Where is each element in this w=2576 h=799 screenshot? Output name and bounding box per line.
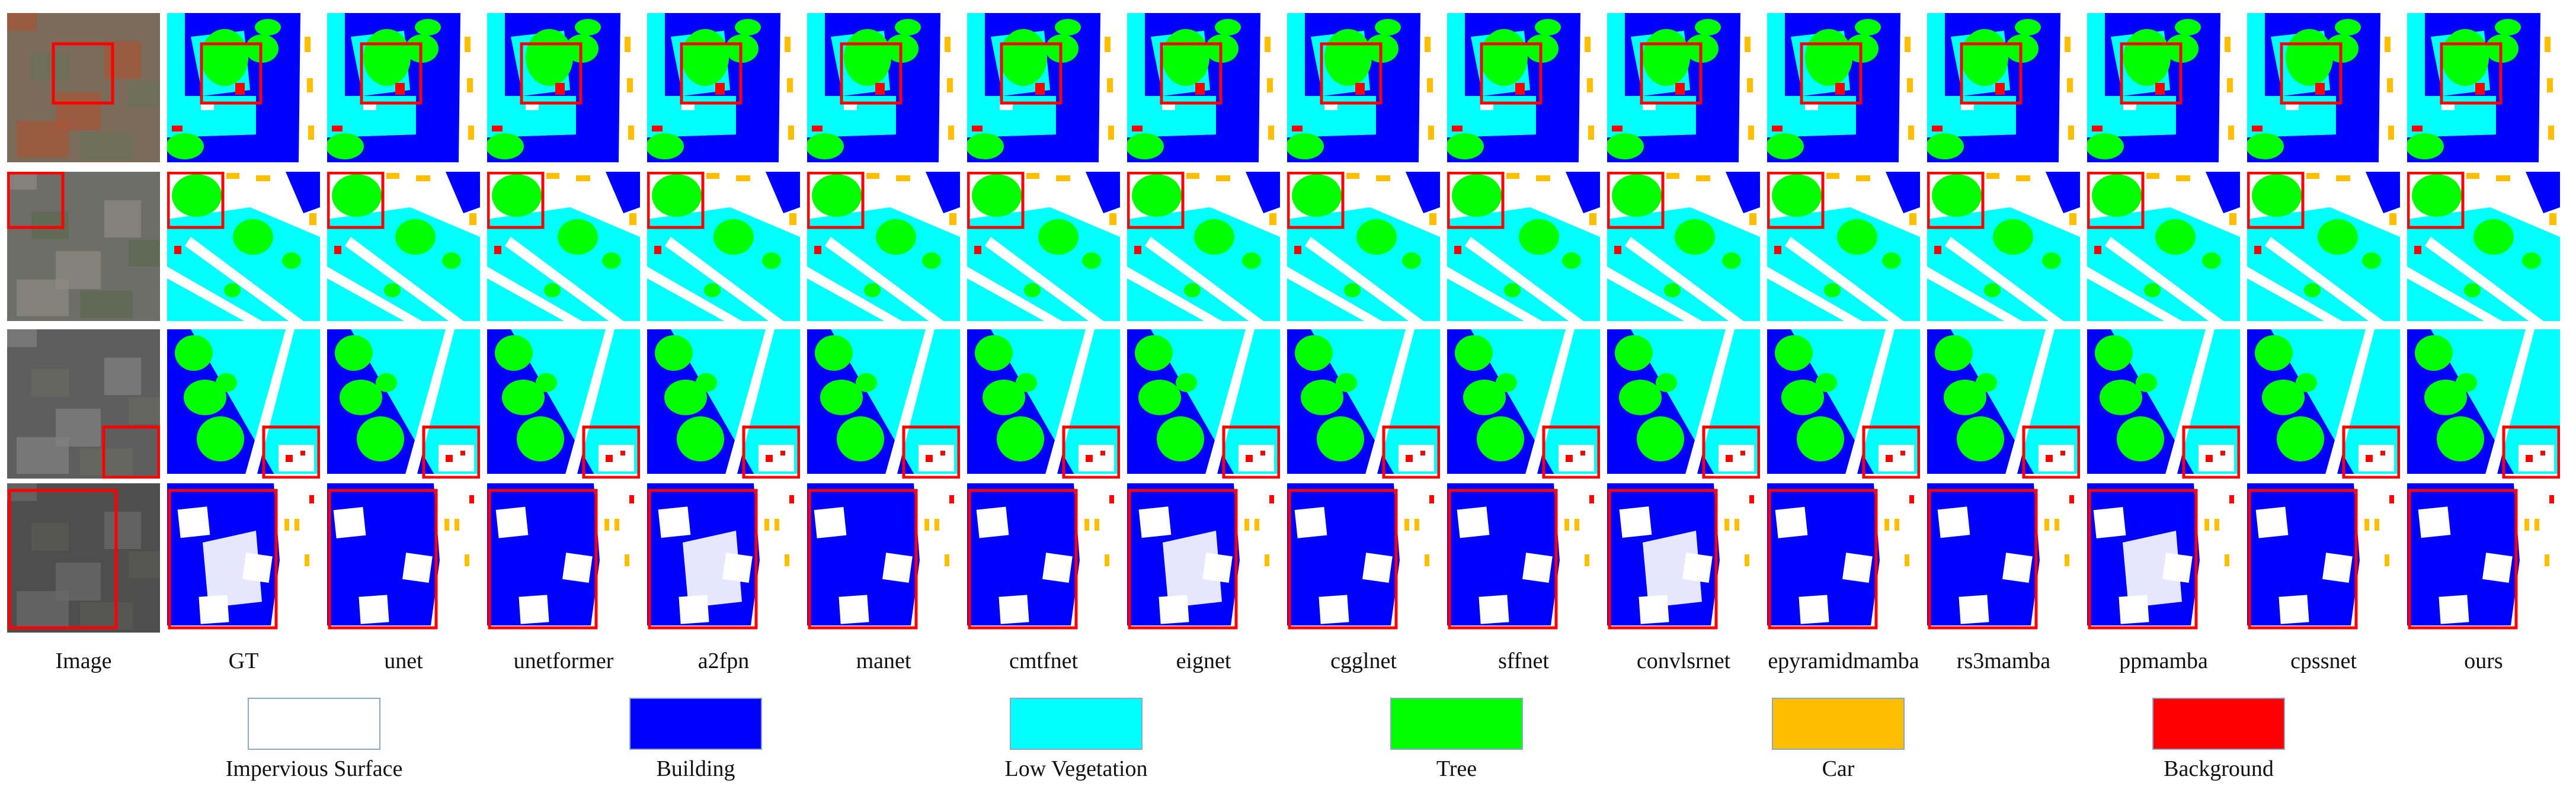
- column-label-manet: manet: [856, 649, 911, 673]
- tile-row4-cgglnet: [1287, 483, 1440, 633]
- tile-row1-sffnet: [1447, 13, 1600, 162]
- tile-row1-rs3mamba: [1927, 13, 2080, 162]
- column-label-sffnet: sffnet: [1498, 649, 1549, 673]
- tile-row4-ppmamba: [2087, 483, 2240, 633]
- column-label-gt: GT: [228, 649, 259, 673]
- column-label-cpssnet: cpssnet: [2290, 649, 2357, 673]
- tile-row1-gt: [167, 13, 320, 162]
- tile-row2-cpssnet: [2247, 172, 2400, 321]
- tile-row4-a2fpn: [647, 483, 800, 633]
- tile-row1-convlsrnet: [1607, 13, 1760, 162]
- legend-label: Low Vegetation: [1004, 756, 1148, 781]
- tile-row2-gt: [167, 172, 320, 321]
- tile-row4-ours: [2407, 483, 2560, 633]
- tile-row1-eignet: [1127, 13, 1280, 162]
- tile-row2-cmtfnet: [967, 172, 1120, 321]
- tile-row2-image: [7, 172, 160, 321]
- legend-item-tree: Tree: [1340, 698, 1542, 792]
- legend-swatch: [629, 698, 762, 750]
- tile-row1-ppmamba: [2087, 13, 2240, 162]
- tile-row1-a2fpn: [647, 13, 800, 162]
- tile-row1-cgglnet: [1287, 13, 1440, 162]
- tile-row1-image: [7, 13, 160, 162]
- tile-row1-cpssnet: [2247, 13, 2400, 162]
- legend-item-impervious-surface: Impervious Surface: [198, 698, 402, 792]
- tile-row3-epyramidmamba: [1767, 329, 1920, 479]
- legend-item-background: Background: [2103, 698, 2304, 792]
- tile-row3-cpssnet: [2247, 329, 2400, 479]
- tile-row3-sffnet: [1447, 329, 1600, 479]
- legend-swatch: [248, 698, 380, 750]
- column-label-cmtfnet: cmtfnet: [1009, 649, 1079, 673]
- tile-row3-unet: [327, 329, 480, 479]
- tile-row3-convlsrnet: [1607, 329, 1760, 479]
- tile-row2-ours: [2407, 172, 2560, 321]
- legend-swatch: [1390, 698, 1523, 750]
- tile-row3-ppmamba: [2087, 329, 2240, 479]
- tile-row4-cmtfnet: [967, 483, 1120, 633]
- tile-row4-unet: [327, 483, 480, 633]
- tile-row4-unetformer: [487, 483, 640, 633]
- column-label-unet: unet: [384, 649, 423, 673]
- tile-row2-sffnet: [1447, 172, 1600, 321]
- tile-row4-epyramidmamba: [1767, 483, 1920, 633]
- legend-item-building: Building: [580, 698, 781, 792]
- tile-row4-gt: [167, 483, 320, 633]
- column-label-cgglnet: cgglnet: [1330, 649, 1397, 673]
- tile-row2-eignet: [1127, 172, 1280, 321]
- tile-row4-sffnet: [1447, 483, 1600, 633]
- tile-row3-a2fpn: [647, 329, 800, 479]
- column-label-eignet: eignet: [1176, 649, 1231, 673]
- column-label-image: Image: [55, 649, 112, 673]
- tile-row3-eignet: [1127, 329, 1280, 479]
- tile-row2-convlsrnet: [1607, 172, 1760, 321]
- legend-swatch: [2152, 698, 2285, 750]
- tile-row2-a2fpn: [647, 172, 800, 321]
- tile-row1-cmtfnet: [967, 13, 1120, 162]
- tile-row3-image: [7, 329, 160, 479]
- tile-row2-manet: [807, 172, 960, 321]
- tile-row1-unet: [327, 13, 480, 162]
- column-label-convlsrnet: convlsrnet: [1636, 649, 1731, 673]
- tile-row2-rs3mamba: [1927, 172, 2080, 321]
- column-label-unetformer: unetformer: [513, 649, 614, 673]
- tile-row4-convlsrnet: [1607, 483, 1760, 633]
- column-label-ppmamba: ppmamba: [2119, 649, 2208, 673]
- tile-row3-gt: [167, 329, 320, 479]
- tile-row3-rs3mamba: [1927, 329, 2080, 479]
- column-label-a2fpn: a2fpn: [697, 649, 750, 673]
- tile-row4-manet: [807, 483, 960, 633]
- tile-row3-ours: [2407, 329, 2560, 479]
- tile-row1-manet: [807, 13, 960, 162]
- column-label-epyramidmamba: epyramidmamba: [1768, 649, 1919, 673]
- legend-item-car: Car: [1722, 698, 1924, 792]
- legend-label: Car: [1822, 756, 1855, 781]
- tile-row2-epyramidmamba: [1767, 172, 1920, 321]
- legend-label: Impervious Surface: [225, 756, 403, 781]
- tile-row2-unetformer: [487, 172, 640, 321]
- tile-row2-cgglnet: [1287, 172, 1440, 321]
- legend-item-low-vegetation: Low Vegetation: [960, 698, 1161, 792]
- tile-row4-cpssnet: [2247, 483, 2400, 633]
- tile-row3-cgglnet: [1287, 329, 1440, 479]
- tile-row4-eignet: [1127, 483, 1280, 633]
- tile-row1-ours: [2407, 13, 2560, 162]
- tile-row2-unet: [327, 172, 480, 321]
- tile-row4-rs3mamba: [1927, 483, 2080, 633]
- tile-row2-ppmamba: [2087, 172, 2240, 321]
- column-label-ours: ours: [2464, 649, 2503, 673]
- tile-row1-unetformer: [487, 13, 640, 162]
- legend-swatch: [1010, 698, 1143, 750]
- tile-row3-cmtfnet: [967, 329, 1120, 479]
- tile-row3-unetformer: [487, 329, 640, 479]
- legend-swatch: [1772, 698, 1905, 750]
- tile-row3-manet: [807, 329, 960, 479]
- tile-row4-image: [7, 483, 160, 633]
- legend-label: Building: [656, 756, 735, 781]
- legend-label: Tree: [1436, 756, 1477, 781]
- legend-label: Background: [2164, 756, 2274, 781]
- tile-row1-epyramidmamba: [1767, 13, 1920, 162]
- column-label-rs3mamba: rs3mamba: [1956, 649, 2051, 673]
